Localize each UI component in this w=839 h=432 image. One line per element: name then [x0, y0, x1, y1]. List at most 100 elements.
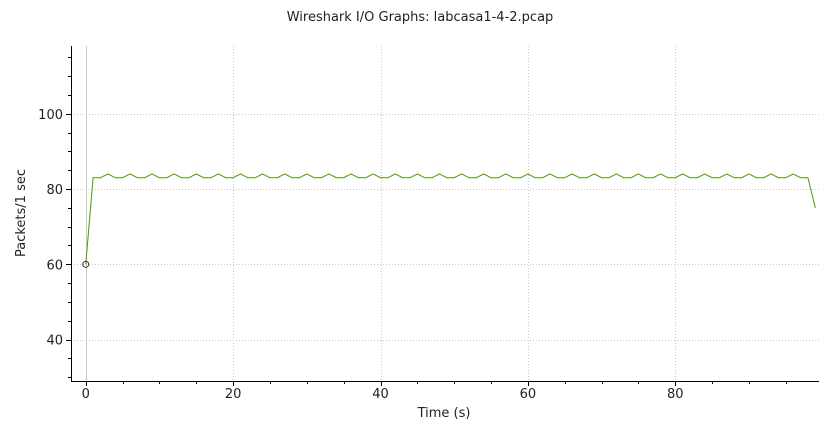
data-point: [666, 176, 669, 179]
data-point: [431, 176, 434, 179]
data-point: [276, 176, 279, 179]
data-point: [342, 176, 345, 179]
data-point: [490, 176, 493, 179]
first-point-marker: [82, 260, 90, 268]
data-point: [136, 176, 139, 179]
x-tick-label: 0: [82, 387, 90, 402]
data-point: [711, 176, 714, 179]
data-point: [364, 176, 367, 179]
data-point: [217, 172, 220, 175]
data-point: [158, 176, 161, 179]
data-point: [202, 176, 205, 179]
tick-labels: 40 60 80 100 0 20 40 60 80: [38, 108, 683, 402]
data-point: [792, 172, 795, 175]
data-point: [526, 172, 529, 175]
data-point: [291, 176, 294, 179]
data-point: [423, 176, 426, 179]
data-point: [637, 172, 640, 175]
data-point: [438, 172, 441, 175]
grid-lines: [71, 46, 819, 381]
data-point: [195, 172, 198, 175]
data-point: [585, 176, 588, 179]
data-point: [84, 263, 87, 266]
data-point: [784, 176, 787, 179]
data-point: [453, 176, 456, 179]
data-point: [475, 176, 478, 179]
y-tick-label: 40: [46, 334, 63, 349]
data-point: [401, 176, 404, 179]
data-point: [747, 172, 750, 175]
data-point: [445, 176, 448, 179]
data-point: [718, 176, 721, 179]
data-point: [408, 176, 411, 179]
data-point: [99, 176, 102, 179]
data-point: [261, 172, 264, 175]
data-point: [770, 172, 773, 175]
data-point: [246, 176, 249, 179]
data-point: [210, 176, 213, 179]
data-point: [689, 176, 692, 179]
data-point: [386, 176, 389, 179]
y-tick-label: 60: [46, 258, 63, 273]
data-point: [630, 176, 633, 179]
data-point: [357, 176, 360, 179]
data-point: [519, 176, 522, 179]
data-point: [593, 172, 596, 175]
data-point: [541, 176, 544, 179]
data-point: [327, 172, 330, 175]
data-point: [600, 176, 603, 179]
data-point: [578, 176, 581, 179]
data-point: [534, 176, 537, 179]
data-point: [755, 176, 758, 179]
data-point: [615, 172, 618, 175]
data-point: [224, 176, 227, 179]
data-point: [703, 172, 706, 175]
data-point: [305, 172, 308, 175]
data-point: [394, 172, 397, 175]
data-point: [549, 172, 552, 175]
series-layer: [82, 172, 817, 268]
data-point: [733, 176, 736, 179]
data-point: [151, 172, 154, 175]
data-point: [106, 172, 109, 175]
data-point: [482, 172, 485, 175]
y-tick-label: 100: [38, 108, 63, 123]
data-point: [504, 172, 507, 175]
data-point: [128, 172, 131, 175]
data-point: [607, 176, 610, 179]
data-point: [232, 176, 235, 179]
data-point: [416, 172, 419, 175]
data-point: [622, 176, 625, 179]
data-point: [313, 176, 316, 179]
data-point: [239, 172, 242, 175]
data-point: [92, 176, 95, 179]
data-point: [180, 176, 183, 179]
series-line: [85, 173, 816, 265]
data-point: [696, 176, 699, 179]
data-point: [298, 176, 301, 179]
data-point: [335, 176, 338, 179]
data-point: [725, 172, 728, 175]
data-point: [644, 176, 647, 179]
data-point: [674, 176, 677, 179]
data-point: [372, 172, 375, 175]
axes: [66, 46, 819, 386]
data-point: [556, 176, 559, 179]
x-tick-label: 20: [225, 387, 242, 402]
data-point: [379, 176, 382, 179]
data-point: [121, 176, 124, 179]
data-point: [350, 172, 353, 175]
y-axis-label: Packets/1 sec: [14, 169, 29, 257]
data-point: [571, 172, 574, 175]
x-tick-label: 60: [520, 387, 537, 402]
data-point: [659, 172, 662, 175]
x-axis-label: Time (s): [417, 406, 471, 421]
x-tick-label: 40: [372, 387, 389, 402]
data-point: [799, 176, 802, 179]
data-point: [143, 176, 146, 179]
x-tick-label: 80: [667, 387, 684, 402]
chart-title: Wireshark I/O Graphs: labcasa1-4-2.pcap: [287, 10, 554, 25]
data-point: [467, 176, 470, 179]
data-point: [814, 206, 817, 209]
